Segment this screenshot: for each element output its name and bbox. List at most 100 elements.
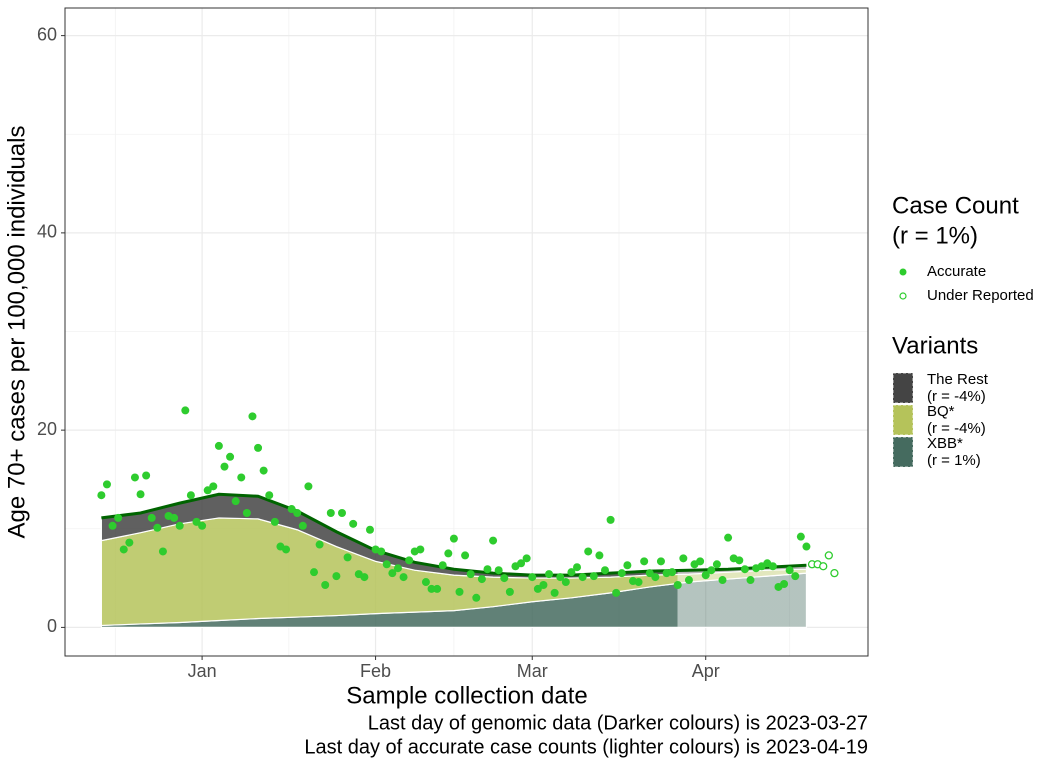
y-tick-label: 0 xyxy=(47,616,57,636)
case-point xyxy=(304,482,313,491)
x-tick-label: Apr xyxy=(692,661,720,681)
case-point xyxy=(606,515,615,524)
case-point xyxy=(438,561,447,570)
case-point xyxy=(142,471,151,480)
case-point xyxy=(472,593,481,602)
case-point xyxy=(254,443,263,452)
case-point xyxy=(393,564,402,573)
case-point xyxy=(349,519,358,528)
case-point xyxy=(684,576,693,585)
case-point xyxy=(326,508,335,517)
case-point xyxy=(377,547,386,556)
case-point xyxy=(701,571,710,580)
case-point xyxy=(461,551,470,560)
legend-note: (r = -4%) xyxy=(927,388,986,405)
case-point xyxy=(533,584,542,593)
legend-key xyxy=(892,436,914,468)
case-point xyxy=(556,573,565,582)
case-point xyxy=(416,545,425,554)
case-point xyxy=(696,557,705,566)
case-point xyxy=(578,573,587,582)
case-point xyxy=(231,497,240,506)
case-point xyxy=(449,534,458,543)
case-point xyxy=(589,572,598,581)
case-point xyxy=(623,561,632,570)
marks xyxy=(97,406,839,628)
legend-title: Variants xyxy=(892,332,978,359)
legend-key xyxy=(899,268,907,276)
case-point xyxy=(298,521,307,530)
y-axis-title: Age 70+ cases per 100,000 individuals xyxy=(3,126,30,539)
case-point xyxy=(310,568,319,577)
y-tick-label: 60 xyxy=(37,24,57,44)
panel-border xyxy=(64,7,869,657)
case-point xyxy=(600,566,609,575)
legend-label: XBB* xyxy=(927,435,963,452)
case-point xyxy=(287,505,296,514)
case-point xyxy=(332,572,341,581)
case-point xyxy=(785,566,794,575)
caption: Last day of genomic data (Darker colours… xyxy=(368,712,868,734)
legend-note: (r = -4%) xyxy=(927,420,986,437)
case-point xyxy=(573,563,582,572)
case-point xyxy=(337,508,346,517)
case-point xyxy=(791,572,800,581)
case-point xyxy=(455,587,464,596)
case-point xyxy=(405,556,414,565)
caption: Last day of accurate case counts (lighte… xyxy=(304,736,868,758)
legend-key xyxy=(892,372,914,404)
case-point xyxy=(136,490,145,499)
case-point xyxy=(198,521,207,530)
legend-title: (r = 1%) xyxy=(892,222,978,249)
case-point xyxy=(433,584,442,593)
case-point xyxy=(343,553,352,562)
case-point xyxy=(656,557,665,566)
case-point xyxy=(270,517,279,526)
case-point xyxy=(382,560,391,569)
case-point xyxy=(500,574,509,583)
case-point xyxy=(315,540,324,549)
case-point xyxy=(226,452,235,461)
case-point xyxy=(209,482,218,491)
case-point xyxy=(365,525,374,534)
case-point xyxy=(130,473,139,482)
case-point xyxy=(617,569,626,578)
case-point xyxy=(321,580,330,589)
legend-label: Under Reported xyxy=(927,287,1034,304)
case-point xyxy=(819,562,828,571)
legend-label: Accurate xyxy=(927,263,986,280)
case-point xyxy=(427,584,436,593)
case-point xyxy=(259,466,268,475)
case-point xyxy=(444,549,453,558)
case-point xyxy=(147,513,156,522)
x-tick-label: Jan xyxy=(188,661,217,681)
case-point xyxy=(466,570,475,579)
case-point xyxy=(265,491,274,500)
case-point xyxy=(203,486,212,495)
y-tick-label: 20 xyxy=(37,419,57,439)
case-point xyxy=(181,406,190,415)
case-point xyxy=(612,588,621,597)
case-point xyxy=(567,568,576,577)
case-point xyxy=(802,542,811,551)
case-point xyxy=(584,547,593,556)
case-point xyxy=(192,517,201,526)
case-point xyxy=(651,573,660,582)
case-point xyxy=(740,565,749,574)
case-point xyxy=(360,573,369,582)
case-point xyxy=(824,551,833,560)
legend-title: Case Count xyxy=(892,192,1019,219)
case-point xyxy=(158,547,167,556)
y-tick-label: 40 xyxy=(37,222,57,242)
case-point xyxy=(421,578,430,587)
case-point xyxy=(517,559,526,568)
legend-label: The Rest xyxy=(927,371,989,388)
case-point xyxy=(186,491,195,500)
x-tick-label: Feb xyxy=(360,661,391,681)
case-point xyxy=(768,562,777,571)
case-point xyxy=(679,554,688,563)
trend-line xyxy=(101,492,807,577)
case-point xyxy=(388,569,397,578)
